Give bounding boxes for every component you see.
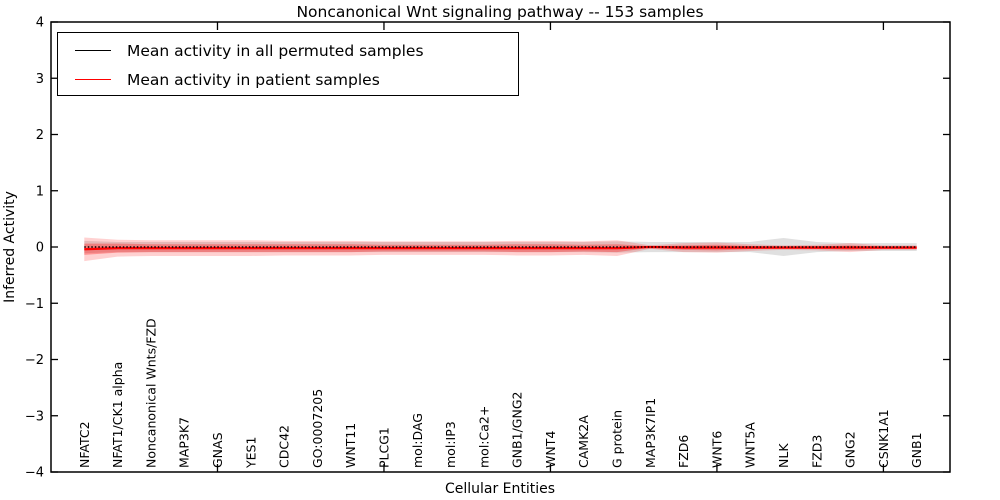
legend: Mean activity in all permuted samples Me… xyxy=(57,32,519,96)
category-label: GNAS xyxy=(210,432,225,468)
x-axis-label: Cellular Entities xyxy=(445,481,555,497)
category-label: GNB1 xyxy=(909,432,924,468)
category-label: MAP3K7IP1 xyxy=(643,398,658,468)
category-label: NLK xyxy=(776,443,791,468)
y-tick-label: 0 xyxy=(36,241,44,256)
y-tick-label: 3 xyxy=(36,72,44,87)
y-axis-label: Inferred Activity xyxy=(2,191,18,303)
y-tick-label: −3 xyxy=(25,409,44,424)
y-tick-label: 1 xyxy=(36,184,44,199)
legend-item: Mean activity in all permuted samples xyxy=(58,36,518,65)
category-label: PLCG1 xyxy=(376,427,391,468)
category-label: mol:Ca2+ xyxy=(476,406,491,468)
category-label: NFAT1/CK1 alpha xyxy=(110,362,125,468)
category-label: WNT4 xyxy=(543,431,558,468)
category-label: mol:IP3 xyxy=(443,421,458,468)
category-label: mol:DAG xyxy=(410,413,425,468)
y-tick-label: −4 xyxy=(25,466,44,481)
y-tick-label: −2 xyxy=(25,353,44,368)
category-label: CSNK1A1 xyxy=(876,409,891,468)
category-label: WNT5A xyxy=(743,422,758,468)
category-label: CAMK2A xyxy=(576,415,591,468)
category-label: WNT11 xyxy=(343,423,358,468)
permuted-line-swatch xyxy=(75,50,111,51)
plot-area: −4 −3 −2 −1 0 1 2 3 4 NFATC2 NFAT1/CK1 alpha Noncan… xyxy=(25,16,951,481)
y-tick-label: 2 xyxy=(36,128,44,143)
legend-label: Mean activity in patient samples xyxy=(127,70,380,89)
category-label: GNG2 xyxy=(843,431,858,468)
chart-title: Noncanonical Wnt signaling pathway -- 15… xyxy=(296,3,703,21)
category-label: MAP3K7 xyxy=(177,417,192,468)
category-label: GNB1/GNG2 xyxy=(510,392,525,468)
category-label: GO:0007205 xyxy=(310,389,325,468)
category-label: CDC42 xyxy=(277,425,292,468)
y-tick-label: −1 xyxy=(25,297,44,312)
legend-item: Mean activity in patient samples xyxy=(58,65,518,94)
category-label: YES1 xyxy=(243,437,258,469)
category-label: G protein xyxy=(610,410,625,468)
category-label: NFATC2 xyxy=(77,421,92,468)
patient-line-swatch xyxy=(75,79,111,80)
legend-label: Mean activity in all permuted samples xyxy=(127,41,424,60)
category-label: Noncanonical Wnts/FZD xyxy=(143,318,158,468)
category-label: FZD6 xyxy=(676,435,691,468)
category-label: FZD3 xyxy=(809,435,824,468)
category-label: WNT6 xyxy=(709,431,724,468)
y-tick-label: 4 xyxy=(36,16,44,31)
